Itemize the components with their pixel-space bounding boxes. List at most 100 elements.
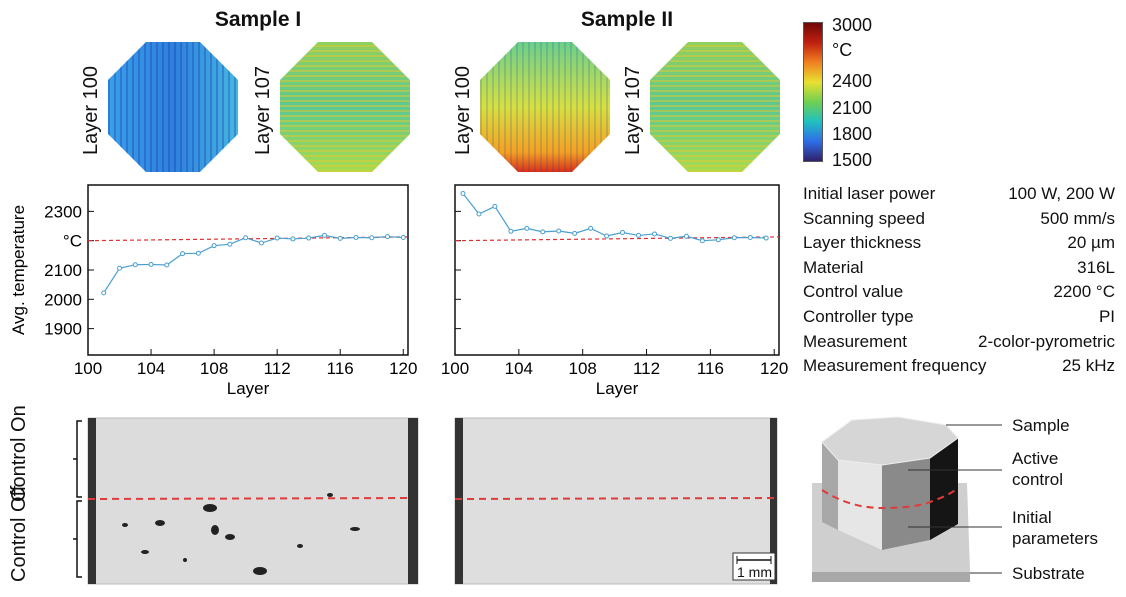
data-point (476, 211, 482, 217)
data-point (715, 237, 721, 243)
data-point (195, 250, 201, 256)
brackets (73, 420, 82, 578)
colorbar-tick: 2100 (832, 98, 873, 118)
data-point (180, 251, 186, 257)
data-point (274, 235, 280, 241)
plot-frame (87, 184, 409, 356)
parameter-name: Material (803, 257, 864, 277)
colorbar (803, 22, 823, 162)
data-point (683, 233, 689, 239)
parameter-row: Layer thickness 20 µm (803, 233, 1115, 253)
x-tick-label: 112 (264, 359, 291, 378)
parameter-value: 500 mm/s (1040, 208, 1115, 228)
layer-label: Layer 100 (80, 66, 102, 155)
data-point (636, 232, 642, 238)
data-point (306, 235, 312, 241)
data-point (164, 262, 170, 268)
y-axis-label: Avg. temperature (9, 205, 28, 335)
data-point (492, 203, 498, 209)
parameter-row: Scanning speed 500 mm/s (803, 209, 1115, 229)
data-point (227, 241, 233, 247)
data-point (604, 233, 610, 239)
data-point (620, 229, 626, 235)
parameter-value: PI (1098, 307, 1115, 326)
x-tick-label: 116 (327, 359, 354, 378)
x-tick-label: 116 (697, 359, 724, 378)
data-point (369, 235, 375, 241)
parameter-value: 2200 °C (1053, 282, 1115, 302)
x-tick-label: 104 (137, 359, 165, 378)
parameter-row: Initial laser power 100 W, 200 W (803, 184, 1115, 204)
data-point (385, 234, 391, 240)
parameter-value: 25 kHz (1062, 356, 1115, 376)
data-point (556, 228, 562, 234)
layer-label: Layer 100 (452, 66, 474, 155)
x-axis-label: Layer (596, 379, 639, 398)
data-point (148, 261, 154, 267)
x-axis-label: Layer (227, 379, 270, 398)
data-point (117, 265, 123, 271)
series-line (103, 234, 404, 294)
parameter-value: 316L (1077, 257, 1115, 277)
x-tick-label: 100 (74, 359, 102, 378)
data-point (699, 238, 705, 244)
parameter-name: Measurement frequency (803, 356, 987, 376)
heatmap-sample-ii-layer-107 (650, 42, 780, 172)
thermal-maps (108, 42, 780, 172)
x-tick-label: 108 (200, 359, 228, 378)
data-point (132, 262, 138, 268)
data-point (652, 231, 658, 237)
heatmap-sample-i-layer-107 (280, 42, 410, 172)
series-line (462, 193, 767, 242)
colorbar-tick: 2400 (832, 71, 873, 91)
x-tick-label: 104 (505, 359, 533, 378)
scale-bar-label: 1 mm (737, 564, 772, 580)
x-tick-label: 100 (441, 359, 469, 378)
data-point (747, 234, 753, 240)
data-point (731, 235, 737, 241)
scale-bar (732, 552, 776, 581)
parameter-row: Control value 2200 °C (803, 282, 1115, 302)
label-initial-parameters: Initial parameters (1012, 508, 1098, 548)
label-active-control: Active control (1012, 449, 1064, 489)
parameter-name: Scanning speed (803, 208, 925, 228)
x-tick-label: 108 (568, 359, 596, 378)
data-point (667, 235, 673, 241)
y-tick-label: °C (63, 232, 82, 251)
x-tick-label: 120 (760, 359, 788, 378)
parameter-name: Layer thickness (803, 233, 922, 253)
plot-frame (454, 184, 780, 356)
data-point (337, 235, 343, 241)
micrographs (73, 417, 778, 585)
data-point (258, 240, 264, 246)
data-point (763, 235, 769, 241)
data-point (353, 234, 359, 240)
data-point (508, 228, 514, 234)
heatmap-sample-i-layer-100 (108, 42, 238, 172)
data-point (572, 230, 578, 236)
colorbar-tick: 1800 (832, 124, 873, 144)
parameter-value: 100 W, 200 W (1008, 184, 1115, 203)
sample-schematic (812, 416, 1002, 582)
data-point (321, 232, 327, 238)
layer-label: Layer 107 (252, 66, 274, 155)
heatmap-sample-ii-layer-100 (480, 42, 610, 172)
parameter-row: Measurement frequency 25 kHz (803, 356, 1115, 376)
data-point (588, 225, 594, 231)
label-sample: Sample (1012, 416, 1070, 435)
data-point (290, 236, 296, 242)
chart-sample-ii: 100 104 108 112 116 120 Layer (441, 184, 788, 398)
parameter-name: Measurement (803, 331, 907, 351)
parameter-row: Material 316L (803, 258, 1115, 278)
x-tick-label: 120 (389, 359, 417, 378)
colorbar-unit: °C (832, 40, 853, 60)
data-point (524, 225, 530, 231)
parameter-value: 20 µm (1067, 233, 1115, 253)
parameter-value: 2-color-pyrometric (978, 331, 1115, 351)
y-tick-label: 1900 (44, 320, 82, 339)
data-point (400, 234, 406, 240)
y-tick-label: 2000 (44, 290, 82, 309)
control-off-label: Control Off (8, 485, 30, 582)
label-substrate: Substrate (1012, 564, 1085, 583)
